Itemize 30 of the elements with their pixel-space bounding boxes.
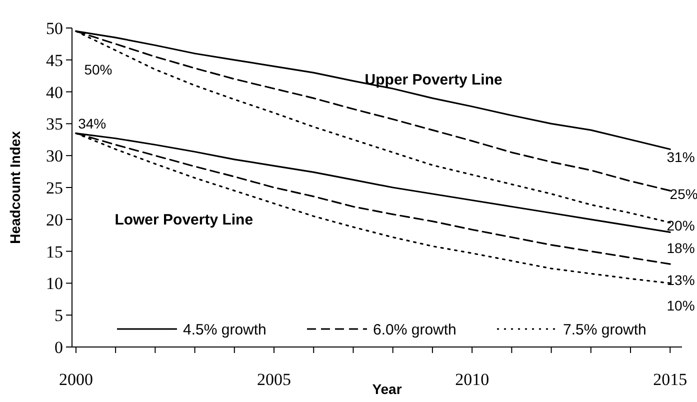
annotation: 13% — [666, 272, 695, 288]
y-tick-label: 35 — [46, 114, 63, 134]
x-tick-label: 2015 — [653, 370, 688, 389]
y-axis-title: Headcount Index — [7, 130, 23, 244]
x-tick-label: 2005 — [257, 370, 292, 389]
legend-label: 6.0% growth — [373, 321, 456, 338]
y-tick-label: 40 — [46, 82, 63, 102]
y-tick-label: 0 — [54, 338, 63, 357]
annotation: 10% — [666, 297, 695, 314]
annotation: 20% — [666, 218, 695, 234]
x-tick-label: 2010 — [455, 370, 490, 389]
y-tick-label: 50 — [46, 18, 63, 38]
y-tick-label: 10 — [46, 274, 63, 294]
y-tick-label: 45 — [46, 50, 63, 70]
annotation: 34% — [78, 116, 106, 132]
legend-label: 4.5% growth — [183, 321, 266, 338]
annotation: 25% — [670, 186, 697, 202]
y-tick-label: 20 — [46, 210, 63, 230]
y-tick-label: 15 — [46, 242, 63, 262]
x-tick-label: 2000 — [58, 370, 93, 389]
annotation: Upper Poverty Line — [364, 71, 502, 88]
annotation: 31% — [666, 149, 695, 166]
legend-label: 7.5% growth — [563, 321, 646, 338]
y-tick-label: 25 — [46, 178, 63, 198]
annotation: 18% — [666, 240, 695, 256]
y-tick-label: 30 — [46, 146, 63, 166]
x-axis-title: Year — [372, 381, 402, 397]
annotation: 50% — [84, 61, 112, 78]
annotation: Lower Poverty Line — [114, 212, 254, 229]
y-tick-label: 5 — [54, 306, 63, 326]
